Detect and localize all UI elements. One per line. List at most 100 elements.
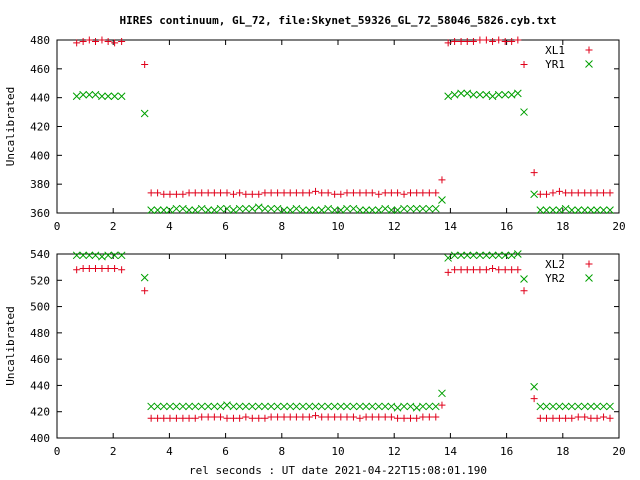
bottom-plot-ylabel: Uncalibrated (4, 306, 17, 385)
data-point (482, 251, 491, 260)
data-point (457, 89, 465, 98)
data-point (393, 403, 402, 412)
data-point (520, 61, 528, 69)
data-point (343, 402, 351, 411)
data-point (223, 401, 231, 409)
data-point (299, 413, 307, 421)
data-point (450, 90, 459, 99)
data-point (98, 252, 106, 261)
data-point (154, 189, 162, 197)
data-point (419, 189, 427, 197)
y-tick-label: 440 (30, 92, 50, 105)
data-point (587, 189, 595, 197)
data-point (274, 413, 282, 421)
data-point (141, 287, 149, 295)
data-point (197, 402, 206, 411)
data-point (501, 266, 509, 274)
data-point (567, 206, 576, 214)
data-point (561, 204, 570, 213)
data-point (336, 206, 345, 214)
data-point (406, 189, 414, 197)
data-point (267, 204, 275, 213)
data-point (248, 190, 256, 198)
data-point (166, 402, 174, 411)
data-point (356, 414, 364, 422)
data-point (337, 413, 345, 421)
data-point (536, 414, 544, 422)
data-point (482, 90, 491, 99)
y-tick-label: 380 (30, 178, 50, 191)
data-point (476, 266, 484, 274)
data-point (555, 414, 563, 422)
data-point (507, 90, 516, 99)
data-point (393, 206, 402, 214)
data-point (587, 414, 595, 422)
x-tick-label: 6 (222, 445, 229, 458)
data-point (324, 402, 333, 411)
data-point (438, 401, 446, 409)
data-point (387, 189, 395, 197)
data-point (431, 402, 440, 411)
data-point (580, 402, 589, 411)
data-point (520, 108, 528, 116)
x-tick-label: 16 (500, 220, 513, 233)
data-point (160, 414, 168, 422)
data-point (514, 36, 522, 44)
data-point (444, 92, 453, 101)
data-point (432, 189, 440, 197)
data-point (91, 264, 99, 272)
data-point (104, 251, 112, 260)
x-tick-label: 18 (556, 220, 569, 233)
legend-marker (585, 260, 593, 268)
figure-title: HIRES continuum, GL_72, file:Skynet_5932… (119, 14, 556, 27)
data-point (501, 251, 510, 260)
data-point (419, 402, 427, 411)
data-point (425, 413, 433, 421)
data-point (312, 187, 320, 195)
data-point (513, 89, 522, 98)
data-point (204, 189, 212, 197)
data-point (513, 250, 522, 258)
data-point (574, 402, 583, 411)
data-point (216, 402, 225, 411)
data-point (514, 266, 522, 274)
legend-label: XL1 (545, 44, 565, 57)
data-point (457, 266, 465, 274)
data-point (104, 92, 112, 101)
data-point (438, 389, 446, 398)
data-point (581, 413, 589, 421)
data-point (179, 190, 187, 198)
data-point (599, 402, 608, 411)
data-point (593, 206, 601, 214)
data-point (600, 413, 608, 421)
x-tick-label: 4 (166, 220, 173, 233)
data-point (400, 190, 408, 198)
data-point (299, 189, 307, 197)
data-point (349, 413, 357, 421)
data-point (425, 204, 434, 213)
data-point (166, 190, 174, 198)
data-point (463, 251, 472, 260)
data-point (431, 204, 440, 213)
data-point (79, 90, 87, 99)
data-point (154, 414, 162, 422)
data-point (254, 402, 263, 411)
data-point (317, 206, 326, 214)
data-point (555, 206, 564, 214)
x-tick-label: 4 (166, 445, 173, 458)
data-point (286, 189, 294, 197)
data-point (482, 266, 490, 274)
data-point (204, 413, 212, 421)
data-point (568, 189, 576, 197)
data-point (153, 206, 162, 214)
data-point (587, 206, 595, 214)
data-point (140, 273, 149, 282)
data-point (292, 204, 301, 213)
data-point (217, 189, 225, 197)
data-point (73, 39, 81, 47)
x-tick-label: 14 (444, 445, 458, 458)
data-point (543, 414, 551, 422)
data-point (191, 414, 199, 422)
data-point (172, 402, 181, 411)
